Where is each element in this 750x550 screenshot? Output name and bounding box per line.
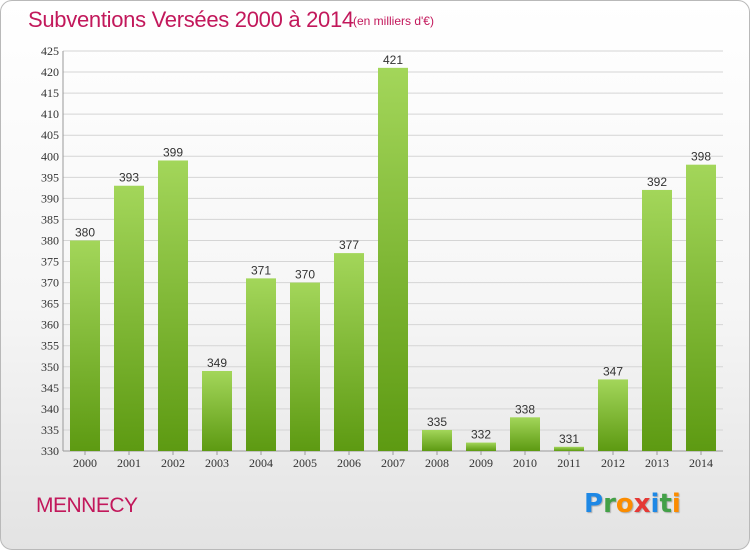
y-tick-label: 370 bbox=[41, 276, 59, 290]
bar-value-label: 377 bbox=[339, 238, 359, 252]
x-tick-label: 2008 bbox=[425, 456, 449, 470]
x-tick-label: 2007 bbox=[381, 456, 405, 470]
bar-value-label: 371 bbox=[251, 263, 271, 277]
y-tick-label: 365 bbox=[41, 297, 59, 311]
bar-value-label: 332 bbox=[471, 428, 491, 442]
bar-value-label: 393 bbox=[119, 171, 139, 185]
logo-letter: P bbox=[584, 489, 604, 519]
logo-letter: i bbox=[671, 489, 681, 519]
y-tick-label: 410 bbox=[41, 107, 59, 121]
bar bbox=[202, 371, 232, 451]
bar bbox=[114, 185, 144, 451]
y-tick-label: 420 bbox=[41, 65, 59, 79]
bar bbox=[642, 189, 672, 451]
x-tick-label: 2009 bbox=[469, 456, 493, 470]
x-tick-label: 2004 bbox=[249, 456, 273, 470]
y-tick-label: 350 bbox=[41, 360, 59, 374]
y-tick-label: 335 bbox=[41, 423, 59, 437]
x-tick-label: 2006 bbox=[337, 456, 361, 470]
y-tick-label: 380 bbox=[41, 233, 59, 247]
bar-value-label: 370 bbox=[295, 268, 315, 282]
logo-letter: t bbox=[659, 489, 672, 519]
proxiti-logo: Proxiti bbox=[584, 489, 681, 519]
location-name: MENNECY bbox=[36, 494, 138, 517]
x-tick-label: 2014 bbox=[689, 456, 713, 470]
y-tick-label: 400 bbox=[41, 149, 59, 163]
y-tick-label: 395 bbox=[41, 170, 59, 184]
bar bbox=[598, 379, 628, 451]
x-tick-label: 2003 bbox=[205, 456, 229, 470]
x-tick-label: 2012 bbox=[601, 456, 625, 470]
bar bbox=[70, 240, 100, 451]
y-tick-label: 360 bbox=[41, 318, 59, 332]
y-tick-label: 390 bbox=[41, 191, 59, 205]
bar-value-label: 380 bbox=[75, 225, 95, 239]
bar bbox=[510, 417, 540, 451]
y-tick-label: 355 bbox=[41, 339, 59, 353]
chart-title: Subventions Versées 2000 à 2014 bbox=[28, 7, 354, 32]
logo-letter: i bbox=[650, 489, 660, 519]
y-tick-label: 375 bbox=[41, 255, 59, 269]
logo-letter: r bbox=[603, 489, 616, 519]
bar bbox=[554, 446, 584, 451]
bar-value-label: 392 bbox=[647, 175, 667, 189]
y-tick-label: 345 bbox=[41, 381, 59, 395]
y-tick-label: 340 bbox=[41, 402, 59, 416]
bar-value-label: 335 bbox=[427, 415, 447, 429]
bar bbox=[334, 253, 364, 451]
bar-value-label: 421 bbox=[383, 53, 403, 67]
bar bbox=[686, 164, 716, 451]
bar-value-label: 347 bbox=[603, 364, 623, 378]
bar bbox=[466, 442, 496, 451]
logo-letter: o bbox=[615, 489, 634, 519]
bar bbox=[158, 160, 188, 451]
bar-value-label: 398 bbox=[691, 150, 711, 164]
bar bbox=[290, 282, 320, 451]
y-tick-label: 330 bbox=[41, 444, 59, 458]
y-tick-label: 385 bbox=[41, 212, 59, 226]
y-tick-label: 415 bbox=[41, 86, 59, 100]
x-tick-label: 2002 bbox=[161, 456, 185, 470]
logo-letter: x bbox=[633, 489, 651, 519]
x-tick-label: 2000 bbox=[73, 456, 97, 470]
bar-value-label: 399 bbox=[163, 145, 183, 159]
y-tick-label: 405 bbox=[41, 128, 59, 142]
bars: 380 393 399 349 371 370 377 421 335 332 338 331 347 3… bbox=[70, 53, 716, 451]
bar bbox=[422, 429, 452, 451]
x-tick-label: 2010 bbox=[513, 456, 537, 470]
y-tick-label: 425 bbox=[41, 44, 59, 58]
bar-value-label: 331 bbox=[559, 432, 579, 446]
bar-value-label: 349 bbox=[207, 356, 227, 370]
x-tick-label: 2011 bbox=[557, 456, 581, 470]
x-axis: 2000 2001 2002 2003 2004 2005 2006 2007 2008 2009… bbox=[73, 451, 713, 470]
bar-value-label: 338 bbox=[515, 402, 535, 416]
x-tick-label: 2013 bbox=[645, 456, 669, 470]
chart-subtitle: (en milliers d'€) bbox=[353, 14, 434, 28]
bar bbox=[378, 67, 408, 451]
bar bbox=[246, 278, 276, 451]
x-tick-label: 2005 bbox=[293, 456, 317, 470]
x-tick-label: 2001 bbox=[117, 456, 141, 470]
